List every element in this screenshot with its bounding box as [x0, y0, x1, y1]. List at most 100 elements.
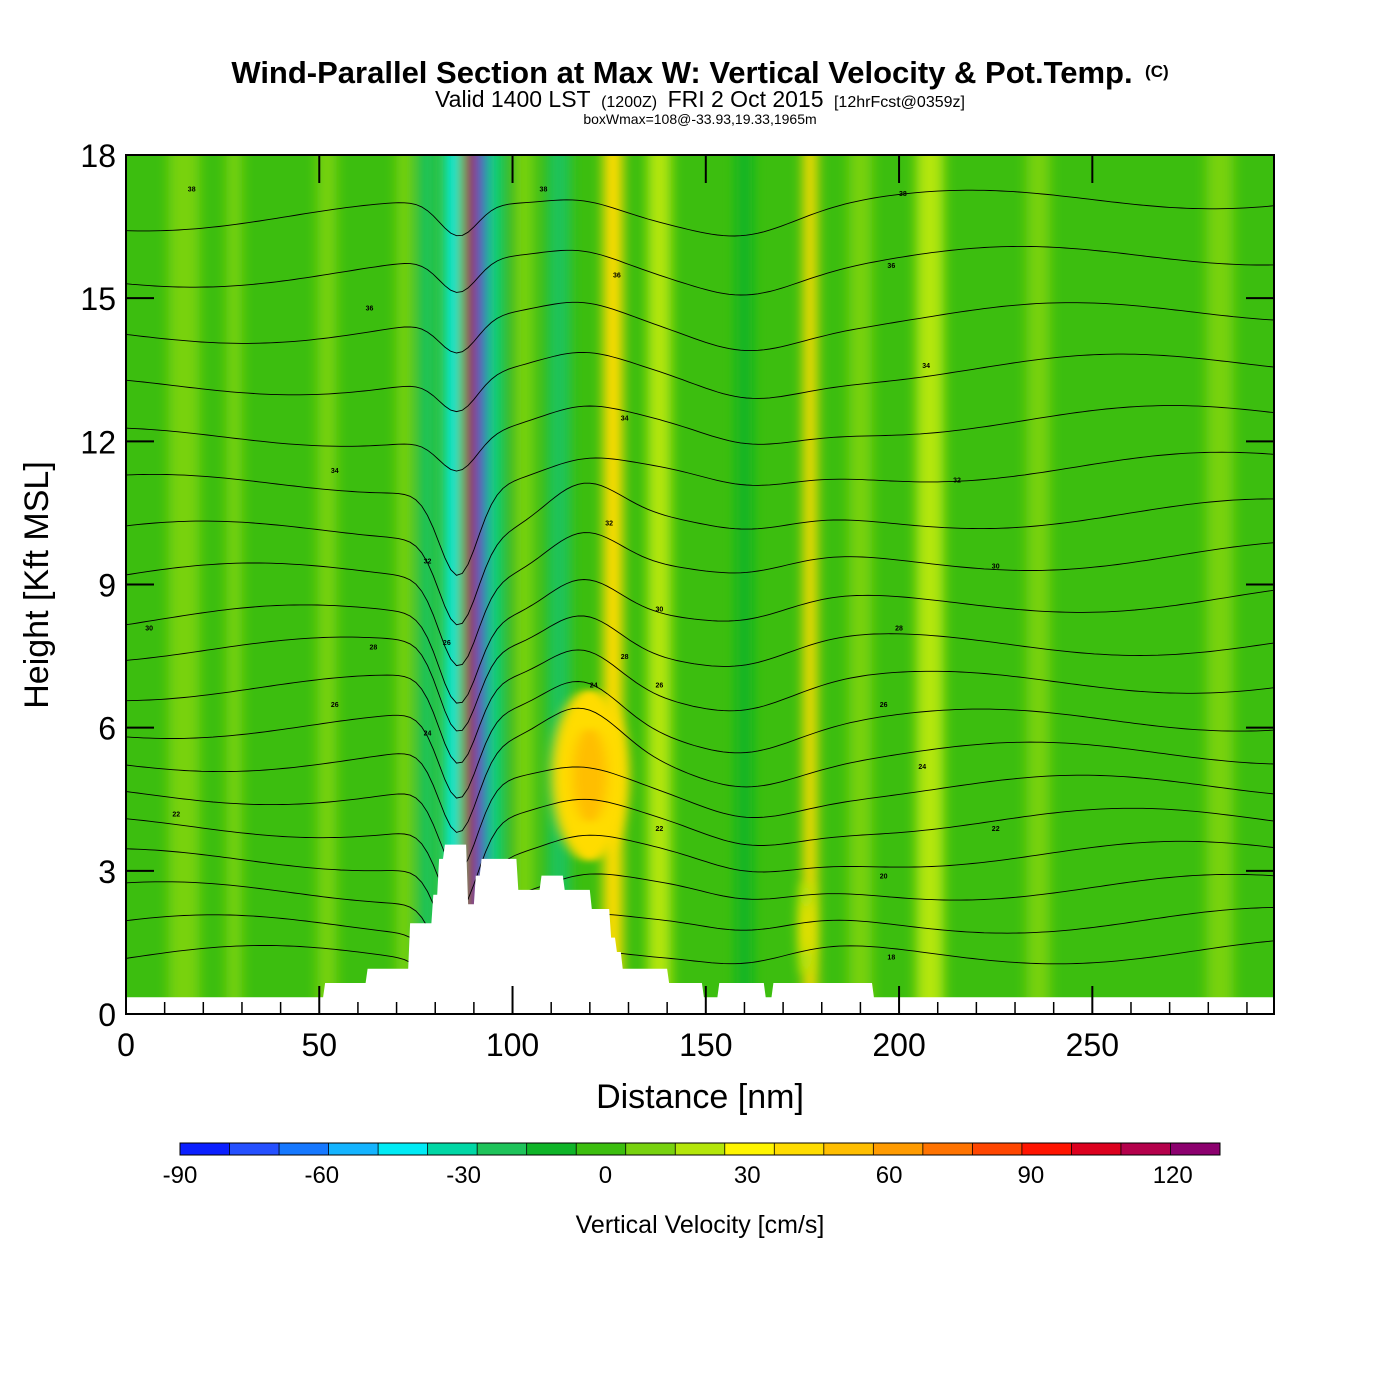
- colorbar-swatch-12: [774, 1143, 825, 1155]
- isoline-label-17: 28: [621, 654, 629, 661]
- colorbar-swatch-15: [922, 1143, 973, 1155]
- velocity-band-10: [514, 155, 534, 1014]
- theta-isoline-4: [126, 798, 1274, 912]
- subtitle-forecast: [12hrFcst@0359z]: [834, 94, 965, 111]
- velocity-band-8: [490, 155, 500, 1014]
- isoline-label-5: 36: [887, 263, 895, 270]
- colorbar-swatch-10: [675, 1143, 726, 1155]
- velocity-band-9: [506, 155, 519, 1014]
- updraft-core-inner-1: [802, 901, 810, 955]
- isoline-label-2: 38: [899, 191, 907, 198]
- isoline-label-23: 24: [918, 764, 926, 771]
- colorbar-swatch-5: [427, 1143, 478, 1155]
- velocity-band-4: [417, 155, 438, 1014]
- isoline-label-19: 24: [590, 683, 598, 690]
- x-tick-label-0: 0: [117, 1027, 135, 1063]
- colorbar-swatch-8: [576, 1143, 627, 1155]
- y-tick-label-1: 3: [98, 854, 116, 890]
- velocity-band-6: [464, 155, 476, 1014]
- y-tick-label-6: 18: [80, 138, 116, 174]
- theta-isoline-1: [126, 907, 1274, 1014]
- theta-isoline-10: [126, 579, 1274, 704]
- velocity-band-13: [647, 155, 672, 1014]
- theta-isoline-13: [126, 451, 1274, 576]
- y-tick-label-3: 9: [98, 568, 116, 604]
- theta-isoline-12: [126, 482, 1274, 626]
- updraft-cores: [551, 689, 815, 976]
- isoline-label-24: 22: [172, 812, 180, 819]
- updraft-core-inner-0: [572, 728, 608, 823]
- colorbar-swatch-4: [378, 1143, 429, 1155]
- isoline-label-14: 30: [145, 625, 153, 632]
- isoline-label-9: 32: [953, 478, 961, 485]
- velocity-band-14: [736, 155, 753, 1014]
- theta-isoline-7: [126, 681, 1274, 799]
- colorbar-tick-label-5: 60: [876, 1162, 903, 1189]
- velocity-band-15: [803, 155, 817, 1014]
- isoline-label-20: 26: [331, 702, 339, 709]
- isoline-label-29: 26: [443, 640, 451, 647]
- x-tick-label-3: 150: [679, 1027, 732, 1063]
- velocity-band-17: [916, 155, 944, 1014]
- y-tick-label-2: 6: [98, 711, 116, 747]
- colorbar-swatch-19: [1120, 1143, 1171, 1155]
- isoline-label-10: 32: [605, 520, 613, 527]
- isoline-label-12: 30: [992, 563, 1000, 570]
- potential-temperature-isolines: [126, 189, 1274, 1014]
- isoline-label-21: 26: [880, 702, 888, 709]
- velocity-band-16: [848, 155, 873, 1014]
- colorbar-swatch-0: [180, 1143, 231, 1155]
- theta-isoline-8: [126, 649, 1274, 764]
- x-axis-ticks: 0 50 100 150 200 250: [117, 155, 1248, 1063]
- isoline-label-4: 36: [613, 272, 621, 279]
- colorbar-tick-label-1: -60: [304, 1162, 339, 1189]
- plot-area: 38 38 38 36 36 36 34 34 34 32 32 32 30 30 30 28 28 28 26 24…: [126, 155, 1274, 1014]
- colorbar-ticks: -90 -60 -30 0 30 60 90 120: [163, 1162, 1193, 1189]
- theta-isoline-2: [126, 873, 1274, 989]
- colorbar-tick-label-2: -30: [446, 1162, 481, 1189]
- x-tick-label-5: 250: [1066, 1027, 1119, 1063]
- colorbar-swatch-20: [1170, 1143, 1221, 1155]
- isoline-label-6: 34: [922, 363, 930, 370]
- colorbar-swatch-17: [1021, 1143, 1072, 1155]
- colorbar-swatch-13: [823, 1143, 874, 1155]
- colorbar-tick-label-6: 90: [1018, 1162, 1045, 1189]
- isoline-label-27: 20: [880, 874, 888, 881]
- theta-isoline-16: [126, 301, 1274, 354]
- colorbar-swatch-9: [625, 1143, 676, 1155]
- velocity-band-7: [476, 155, 487, 1014]
- vertical-velocity-field: [168, 155, 1234, 1014]
- colorbar-swatch-18: [1071, 1143, 1122, 1155]
- x-tick-label-1: 50: [301, 1027, 337, 1063]
- colorbar-tick-label-0: -90: [163, 1162, 198, 1189]
- theta-isoline-14: [126, 405, 1274, 472]
- isoline-label-7: 34: [621, 415, 629, 422]
- terrain-mask: [126, 844, 1274, 1014]
- subtitle-date: FRI 2 Oct 2015: [668, 86, 824, 112]
- colorbar-label: Vertical Velocity [cm/s]: [576, 1211, 825, 1239]
- chart-subtitle: Valid 1400 LST (1200Z) FRI 2 Oct 2015 [1…: [435, 86, 965, 112]
- isoline-label-26: 22: [656, 826, 664, 833]
- theta-isoline-0: [126, 940, 1274, 1014]
- subtitle-valid: Valid 1400 LST: [435, 86, 591, 112]
- y-tick-label-0: 0: [98, 997, 116, 1033]
- colorbar-swatch-3: [328, 1143, 379, 1155]
- velocity-band-18: [1026, 155, 1050, 1014]
- velocity-band-3: [396, 155, 413, 1014]
- colorbar-swatch-14: [873, 1143, 924, 1155]
- theta-isoline-15: [126, 351, 1274, 413]
- x-tick-label-2: 100: [486, 1027, 539, 1063]
- theta-isoline-11: [126, 532, 1274, 667]
- colorbar: [179, 1142, 1221, 1156]
- theta-isoline-9: [126, 615, 1274, 732]
- x-axis-label: Distance [nm]: [596, 1078, 804, 1116]
- chart-title-mark: (C): [1145, 62, 1169, 81]
- colorbar-swatch-6: [477, 1143, 528, 1155]
- y-axis-label: Height [Kft MSL]: [18, 461, 56, 709]
- colorbar-swatch-1: [229, 1143, 280, 1155]
- theta-isoline-18: [126, 189, 1274, 237]
- velocity-band-19: [1206, 155, 1234, 1014]
- velocity-band-1: [226, 155, 242, 1014]
- isoline-label-25: 22: [992, 826, 1000, 833]
